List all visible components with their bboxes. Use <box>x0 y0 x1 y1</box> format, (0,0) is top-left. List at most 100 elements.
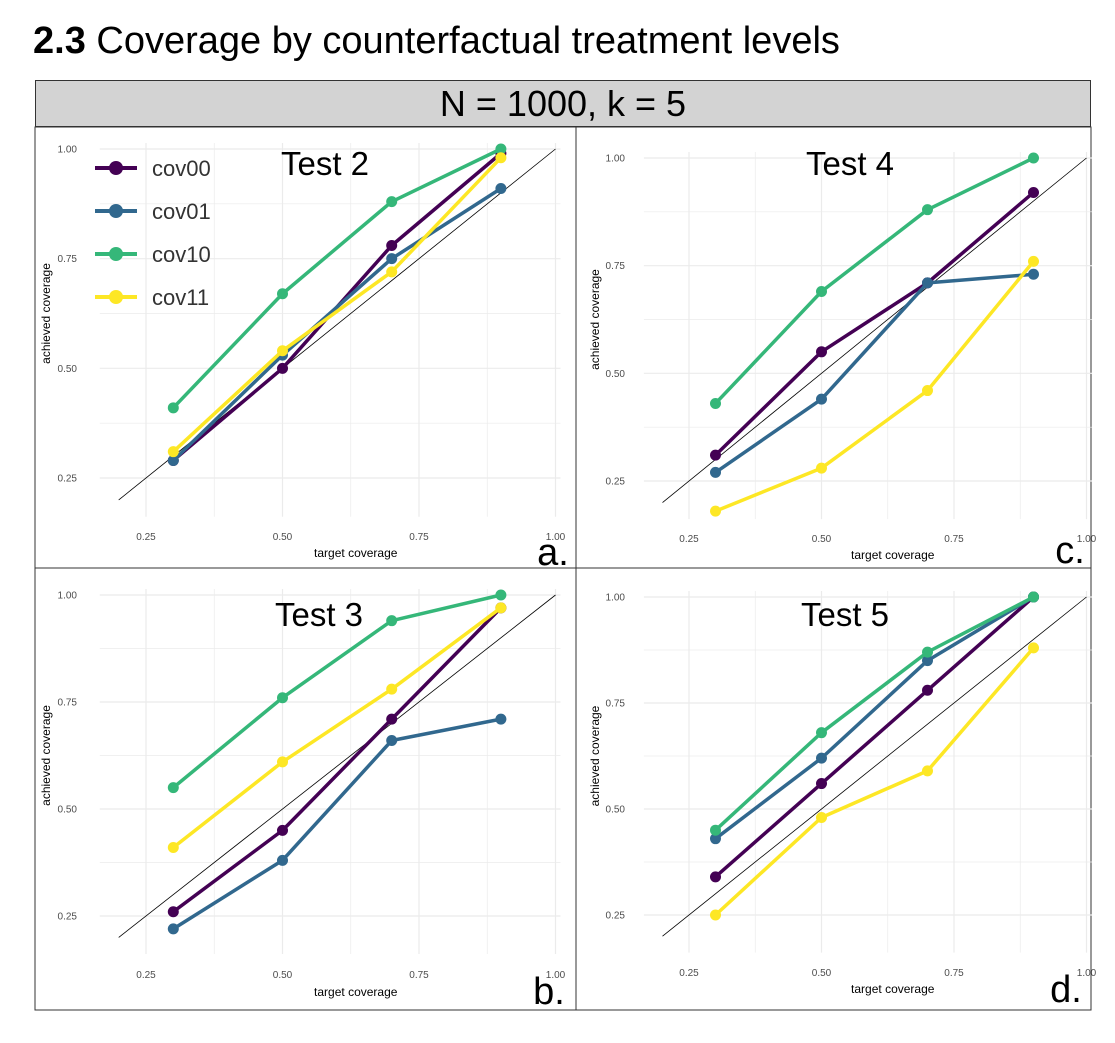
legend-key-point <box>109 247 123 261</box>
data-point-cov01 <box>277 854 288 866</box>
data-point-cov10 <box>277 288 288 300</box>
chart-panel-2: 0.25 0.50 0.75 1.00 0.25 0.50 0.75 1.00 target c… <box>575 126 1097 572</box>
panel-title: Test 3 <box>275 596 363 633</box>
data-point-cov01 <box>1028 268 1039 280</box>
data-point-cov01 <box>167 923 179 935</box>
data-point-cov01 <box>710 833 721 845</box>
legend-label: cov11 <box>152 285 209 310</box>
y-tick-label: 0.50 <box>606 369 626 380</box>
legend: cov00 cov01 cov10 cov11 <box>95 156 211 310</box>
identity-diagonal-line <box>662 157 1087 503</box>
data-point-cov11 <box>710 505 721 517</box>
x-tick-label: 0.25 <box>679 534 699 545</box>
data-point-cov10 <box>816 286 827 298</box>
y-tick-label: 1.00 <box>606 154 626 165</box>
data-point-cov00 <box>710 449 721 461</box>
panel-title: Test 4 <box>806 145 894 182</box>
data-point-cov00 <box>710 871 721 883</box>
x-tick-label: 0.25 <box>136 970 156 981</box>
series-line-cov11 <box>172 606 502 849</box>
series-line-cov01 <box>172 187 502 462</box>
x-tick-label: 1.00 <box>1077 534 1097 545</box>
y-axis-label: achieved coverage <box>588 705 602 806</box>
x-tick-label: 0.25 <box>679 968 699 979</box>
series-line-cov11 <box>714 646 1035 917</box>
data-point-cov01 <box>167 454 179 466</box>
data-point-cov10 <box>816 727 827 739</box>
data-point-cov11 <box>1028 255 1039 267</box>
data-point-cov01 <box>922 277 933 289</box>
series-line-cov00 <box>172 606 503 914</box>
chart-panel-3: 0.25 0.50 0.75 1.00 0.25 0.50 0.75 1.00 target c… <box>34 567 577 1013</box>
panel-title: Test 2 <box>281 145 369 182</box>
y-tick-label: 0.75 <box>58 698 78 709</box>
chart-panel-1: 0.25 0.50 0.75 1.00 0.25 0.50 0.75 1.00 target c… <box>34 126 577 574</box>
page-title-text: Coverage by counterfactual treatment lev… <box>85 20 840 62</box>
data-point-cov10 <box>495 589 507 601</box>
panel-title: Test 5 <box>801 596 889 633</box>
data-point-cov10 <box>167 402 179 414</box>
data-point-cov11 <box>816 462 827 474</box>
data-point-cov10 <box>1028 152 1039 164</box>
data-point-cov00 <box>1028 186 1039 198</box>
y-tick-label: 1.00 <box>58 591 78 602</box>
data-point-cov00 <box>386 240 398 252</box>
data-point-cov11 <box>922 765 933 777</box>
series-line-cov10 <box>714 156 1035 405</box>
x-tick-label: 0.50 <box>812 534 832 545</box>
data-point-cov11 <box>386 266 398 278</box>
y-tick-label: 0.50 <box>606 805 626 816</box>
x-tick-label: 1.00 <box>546 970 566 981</box>
y-tick-label: 0.25 <box>58 474 78 485</box>
data-point-cov11 <box>277 756 288 768</box>
legend-label: cov10 <box>152 242 211 267</box>
series-line-cov10 <box>172 147 502 410</box>
y-tick-label: 0.75 <box>58 254 78 265</box>
x-tick-label: 0.50 <box>273 970 293 981</box>
x-tick-label: 0.50 <box>273 532 293 543</box>
y-axis-label: achieved coverage <box>588 269 602 370</box>
legend-key-point <box>109 204 123 218</box>
x-axis-label: target coverage <box>314 546 398 560</box>
data-point-cov01 <box>816 752 827 764</box>
y-tick-label: 0.75 <box>606 261 626 272</box>
data-point-cov00 <box>277 824 288 836</box>
y-tick-label: 0.25 <box>606 911 626 922</box>
x-tick-label: 0.25 <box>136 532 156 543</box>
x-tick-label: 1.00 <box>546 532 566 543</box>
x-tick-label: 1.00 <box>1077 968 1097 979</box>
data-point-cov10 <box>1028 591 1039 603</box>
data-point-cov11 <box>167 446 179 458</box>
y-tick-label: 1.00 <box>58 145 78 156</box>
panel-letter: c. <box>1055 530 1085 572</box>
y-axis-label: achieved coverage <box>39 263 53 364</box>
y-tick-label: 0.75 <box>606 699 626 710</box>
panel-letter: a. <box>537 532 569 574</box>
data-point-cov11 <box>710 909 721 921</box>
data-point-cov01 <box>922 655 933 667</box>
data-point-cov01 <box>495 182 507 194</box>
y-tick-label: 0.25 <box>606 477 626 488</box>
legend-label: cov01 <box>152 199 211 224</box>
data-point-cov11 <box>922 385 933 397</box>
data-point-cov01 <box>386 735 398 747</box>
y-tick-label: 1.00 <box>606 593 626 604</box>
panel-letter: b. <box>533 971 565 1013</box>
data-point-cov00 <box>277 362 288 374</box>
x-tick-label: 0.50 <box>812 968 832 979</box>
series-line-cov10 <box>172 593 502 789</box>
data-point-cov01 <box>495 713 507 725</box>
y-tick-label: 0.50 <box>58 364 78 375</box>
panel-frame <box>575 126 1092 569</box>
legend-label: cov00 <box>152 156 211 181</box>
legend-key-point <box>109 161 123 175</box>
data-point-cov10 <box>386 615 398 627</box>
x-tick-label: 0.75 <box>944 968 964 979</box>
x-tick-label: 0.75 <box>409 970 429 981</box>
series-line-cov11 <box>714 260 1035 513</box>
data-point-cov10 <box>167 782 179 794</box>
data-point-cov00 <box>816 778 827 790</box>
panel-frame <box>575 567 1092 1011</box>
chart-panel-4: 0.25 0.50 0.75 1.00 0.25 0.50 0.75 1.00 target c… <box>575 567 1097 1011</box>
series-line-cov01 <box>714 272 1034 474</box>
